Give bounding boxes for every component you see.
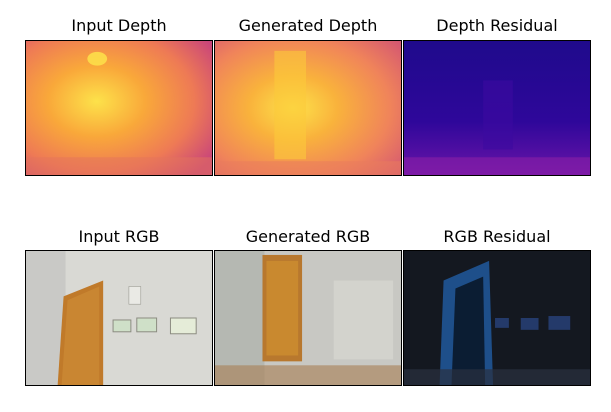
panel-title-depth-residual: Depth Residual	[436, 16, 558, 35]
panel-title-generated-depth: Generated Depth	[238, 16, 378, 35]
generated-rgb-image	[214, 250, 402, 386]
input-rgb-image	[25, 250, 213, 386]
panel-title-input-rgb: Input RGB	[78, 227, 160, 246]
input-depth-image	[25, 40, 213, 176]
rgb-residual-image	[403, 250, 591, 386]
generated-depth-image	[214, 40, 402, 176]
depth-residual-image	[403, 40, 591, 176]
panel-title-rgb-residual: RGB Residual	[443, 227, 551, 246]
panel-title-input-depth: Input Depth	[71, 16, 167, 35]
panel-title-generated-rgb: Generated RGB	[245, 227, 371, 246]
